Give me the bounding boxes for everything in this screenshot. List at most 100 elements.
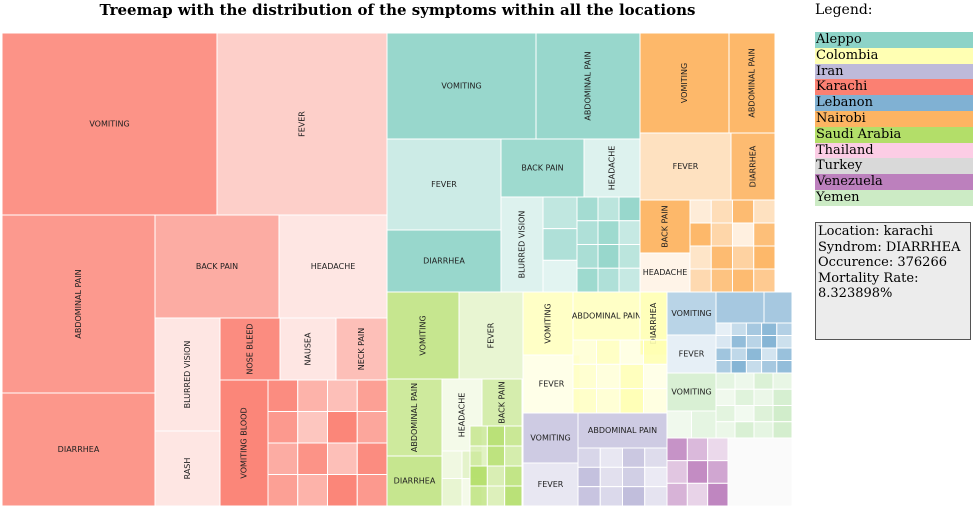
cell-saudi-arabia[interactable] xyxy=(469,425,488,447)
cell-saudi-arabia[interactable] xyxy=(458,291,524,380)
cell-nairobi[interactable] xyxy=(689,245,712,270)
cell-aleppo[interactable] xyxy=(386,138,502,231)
cell-yemen[interactable] xyxy=(753,405,774,423)
cell-nairobi[interactable] xyxy=(689,222,712,247)
cell-saudi-arabia[interactable] xyxy=(441,478,463,507)
cell-lebanon[interactable] xyxy=(666,334,717,374)
cell-aleppo[interactable] xyxy=(500,138,585,198)
cell-lebanon[interactable] xyxy=(776,347,793,361)
cell-karachi[interactable] xyxy=(297,379,328,412)
cell-karachi[interactable] xyxy=(297,442,328,475)
cell-nairobi[interactable] xyxy=(732,222,755,247)
cell-iran[interactable] xyxy=(644,466,668,488)
cell-colombia[interactable] xyxy=(619,363,644,390)
cell-iran[interactable] xyxy=(622,447,646,468)
cell-karachi[interactable] xyxy=(267,411,299,444)
cell-lebanon[interactable] xyxy=(763,291,793,324)
cell-venezuela[interactable] xyxy=(686,460,709,484)
legend-item-iran[interactable]: Iran xyxy=(815,63,973,80)
cell-iran[interactable] xyxy=(644,447,668,468)
cell-karachi[interactable] xyxy=(1,392,156,507)
cell-karachi[interactable] xyxy=(1,32,218,216)
cell-colombia[interactable] xyxy=(596,339,621,365)
cell-venezuela[interactable] xyxy=(666,482,688,507)
cell-saudi-arabia[interactable] xyxy=(486,465,506,487)
cell-nairobi[interactable] xyxy=(639,132,732,201)
cell-karachi[interactable] xyxy=(297,411,328,444)
cell-karachi[interactable] xyxy=(267,442,299,475)
cell-aleppo[interactable] xyxy=(597,244,620,269)
cell-yemen[interactable] xyxy=(715,421,736,439)
legend-item-nairobi[interactable]: Nairobi xyxy=(815,110,973,127)
cell-colombia[interactable] xyxy=(619,339,644,365)
legend-item-saudi-arabia[interactable]: Saudi Arabia xyxy=(815,126,973,143)
cell-aleppo[interactable] xyxy=(576,196,599,222)
cell-saudi-arabia[interactable] xyxy=(486,425,506,447)
cell-nairobi[interactable] xyxy=(730,132,776,201)
cell-venezuela[interactable] xyxy=(686,437,709,462)
cell-saudi-arabia[interactable] xyxy=(486,445,506,467)
cell-aleppo[interactable] xyxy=(542,196,578,230)
cell-yemen[interactable] xyxy=(734,388,755,406)
cell-lebanon[interactable] xyxy=(715,360,732,374)
cell-aleppo[interactable] xyxy=(535,32,641,140)
cell-iran[interactable] xyxy=(577,486,601,507)
cell-lebanon[interactable] xyxy=(745,322,763,336)
cell-saudi-arabia[interactable] xyxy=(504,425,523,447)
legend-item-karachi[interactable]: Karachi xyxy=(815,79,973,96)
cell-karachi[interactable] xyxy=(267,379,299,412)
cell-iran[interactable] xyxy=(577,447,601,468)
cell-lebanon[interactable] xyxy=(730,347,747,361)
cell-nairobi[interactable] xyxy=(710,222,733,247)
cell-aleppo[interactable] xyxy=(597,220,620,245)
cell-saudi-arabia[interactable] xyxy=(469,445,488,467)
cell-aleppo[interactable] xyxy=(386,229,502,293)
cell-yemen[interactable] xyxy=(715,372,736,390)
cell-lebanon[interactable] xyxy=(666,291,717,336)
cell-karachi[interactable] xyxy=(216,32,388,216)
cell-aleppo[interactable] xyxy=(576,220,599,245)
cell-venezuela[interactable] xyxy=(666,437,688,462)
legend-item-lebanon[interactable]: Lebanon xyxy=(815,95,973,111)
cell-yemen[interactable] xyxy=(734,421,755,439)
legend-item-turkey[interactable]: Turkey xyxy=(815,158,973,175)
cell-karachi[interactable] xyxy=(356,442,388,475)
cell-nairobi[interactable] xyxy=(710,245,733,270)
cell-iran[interactable] xyxy=(599,447,623,468)
cell-aleppo[interactable] xyxy=(597,267,620,293)
cell-saudi-arabia[interactable] xyxy=(504,485,523,507)
cell-colombia[interactable] xyxy=(619,388,644,414)
cell-lebanon[interactable] xyxy=(745,360,763,374)
cell-lebanon[interactable] xyxy=(761,322,778,336)
cell-yemen[interactable] xyxy=(772,421,793,439)
cell-aleppo[interactable] xyxy=(386,32,537,140)
cell-yemen[interactable] xyxy=(734,405,755,423)
cell-nairobi[interactable] xyxy=(753,268,776,293)
cell-lebanon[interactable] xyxy=(715,291,765,324)
cell-yemen[interactable] xyxy=(666,372,717,412)
cell-colombia[interactable] xyxy=(572,291,641,341)
cell-karachi[interactable] xyxy=(297,474,328,507)
cell-lebanon[interactable] xyxy=(745,335,763,349)
cell-aleppo[interactable] xyxy=(583,138,641,198)
cell-aleppo[interactable] xyxy=(618,267,641,293)
cell-lebanon[interactable] xyxy=(715,322,732,336)
cell-colombia[interactable] xyxy=(572,339,597,365)
cell-yemen[interactable] xyxy=(753,372,774,390)
cell-venezuela[interactable] xyxy=(707,460,729,484)
cell-iran[interactable] xyxy=(599,486,623,507)
cell-karachi[interactable] xyxy=(356,411,388,444)
cell-karachi[interactable] xyxy=(327,474,358,507)
cell-nairobi[interactable] xyxy=(728,32,776,134)
legend-item-colombia[interactable]: Colombia xyxy=(815,47,973,64)
cell-karachi[interactable] xyxy=(327,379,358,412)
cell-aleppo[interactable] xyxy=(542,259,578,293)
cell-aleppo[interactable] xyxy=(618,220,641,245)
cell-nairobi[interactable] xyxy=(753,199,776,224)
cell-nairobi[interactable] xyxy=(753,245,776,270)
cell-nairobi[interactable] xyxy=(689,199,712,224)
legend-item-thailand[interactable]: Thailand xyxy=(815,142,973,159)
cell-yemen[interactable] xyxy=(715,388,736,406)
cell-karachi[interactable] xyxy=(267,474,299,507)
cell-nairobi[interactable] xyxy=(732,245,755,270)
